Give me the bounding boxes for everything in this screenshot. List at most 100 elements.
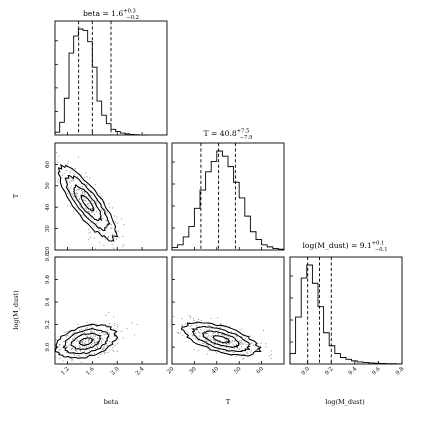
scatter-point [60,349,62,351]
scatter-point [114,215,115,217]
contour-outline-0 [180,321,262,357]
scatter-point [95,344,97,346]
scatter-point [94,213,95,215]
scatter-point [104,334,106,336]
scatter-point [68,200,70,201]
scatter-point [72,338,73,340]
scatter-point [83,351,85,352]
scatter-point [122,246,124,248]
histogram-log-m-dust [289,264,402,365]
scatter-point [86,208,88,210]
scatter-point [100,342,102,344]
scatter-point [90,330,92,332]
scatter-point [105,238,106,240]
scatter-point [79,349,81,351]
scatter-point [210,328,212,329]
scatter-point [113,341,115,343]
scatter-point [102,338,104,340]
scatter-point [111,240,113,242]
scatter-point [104,209,106,211]
x-tick-label-t: 30 [189,366,199,376]
scatter-point [90,192,92,194]
scatter-point [213,344,215,346]
scatter-point [78,197,80,199]
scatter-point [102,218,104,219]
scatter-point [203,335,205,337]
scatter-point [95,202,97,204]
scatter-point [89,194,91,195]
scatter-point [219,340,221,341]
y-tick-label-log-m-dust: 9.8 [45,252,51,261]
scatter-point [221,325,223,327]
scatter-point [67,192,69,194]
scatter-point [80,347,81,349]
scatter-point [76,323,78,325]
scatter-point [92,347,94,349]
scatter-point [250,343,252,345]
scatter-point [57,181,59,183]
scatter-point [108,312,110,314]
scatter-point [106,211,108,213]
scatter-point [109,323,111,325]
scatter-point [93,339,95,341]
scatter-point [89,236,91,238]
scatter-point [112,207,114,209]
scatter-point [99,201,101,203]
title-minus-error: −0.1 [375,247,388,253]
scatter-point [105,333,107,335]
scatter-point [106,329,108,331]
scatter-point [196,323,198,324]
scatter-point [122,337,124,339]
scatter-point [69,177,71,179]
scatter-point [90,231,91,233]
scatter-point [249,335,251,337]
scatter-point [218,349,220,351]
scatter-point [225,341,227,342]
scatter-point [80,206,82,208]
scatter-point [224,341,226,343]
scatter-point [88,203,90,204]
scatter-point [68,178,70,180]
scatter-point [213,339,215,341]
scatter-point [214,350,216,352]
scatter-point [68,188,70,190]
ylabel-T: T [12,193,20,198]
scatter-point [90,200,92,202]
scatter-point [236,347,238,348]
scatter-point [76,333,78,335]
scatter-point [69,205,71,207]
scatter-point [41,360,42,361]
scatter-point [208,329,210,331]
scatter-point [116,239,118,241]
scatter-point [243,358,245,359]
scatter-point [84,204,85,206]
scatter-point [96,342,98,344]
scatter-point [217,346,219,348]
scatter-point [240,355,242,357]
scatter-point [109,206,110,208]
scatter-point [70,193,72,195]
scatter-point [92,364,93,365]
x-tick-label-t: 60 [256,366,266,376]
scatter-point [107,237,109,239]
scatter-point [240,328,242,330]
scatter-point [91,344,93,346]
scatter-point [199,335,201,337]
scatter-point [270,358,272,360]
scatter-point [113,247,115,249]
scatter-point [64,190,66,192]
scatter-point [98,333,100,335]
scatter-point [88,232,90,234]
scatter-point [107,236,109,238]
scatter-point [104,353,106,355]
scatter-point [259,346,261,347]
scatter-point [212,333,214,335]
scatter-point [249,349,251,351]
scatter-point [86,210,88,212]
title-minus-error: −7.9 [240,135,253,141]
scatter-point [95,200,97,202]
scatter-point [100,198,102,200]
scatter-point [85,328,87,330]
scatter-point [236,343,238,345]
scatter-point [91,342,93,344]
